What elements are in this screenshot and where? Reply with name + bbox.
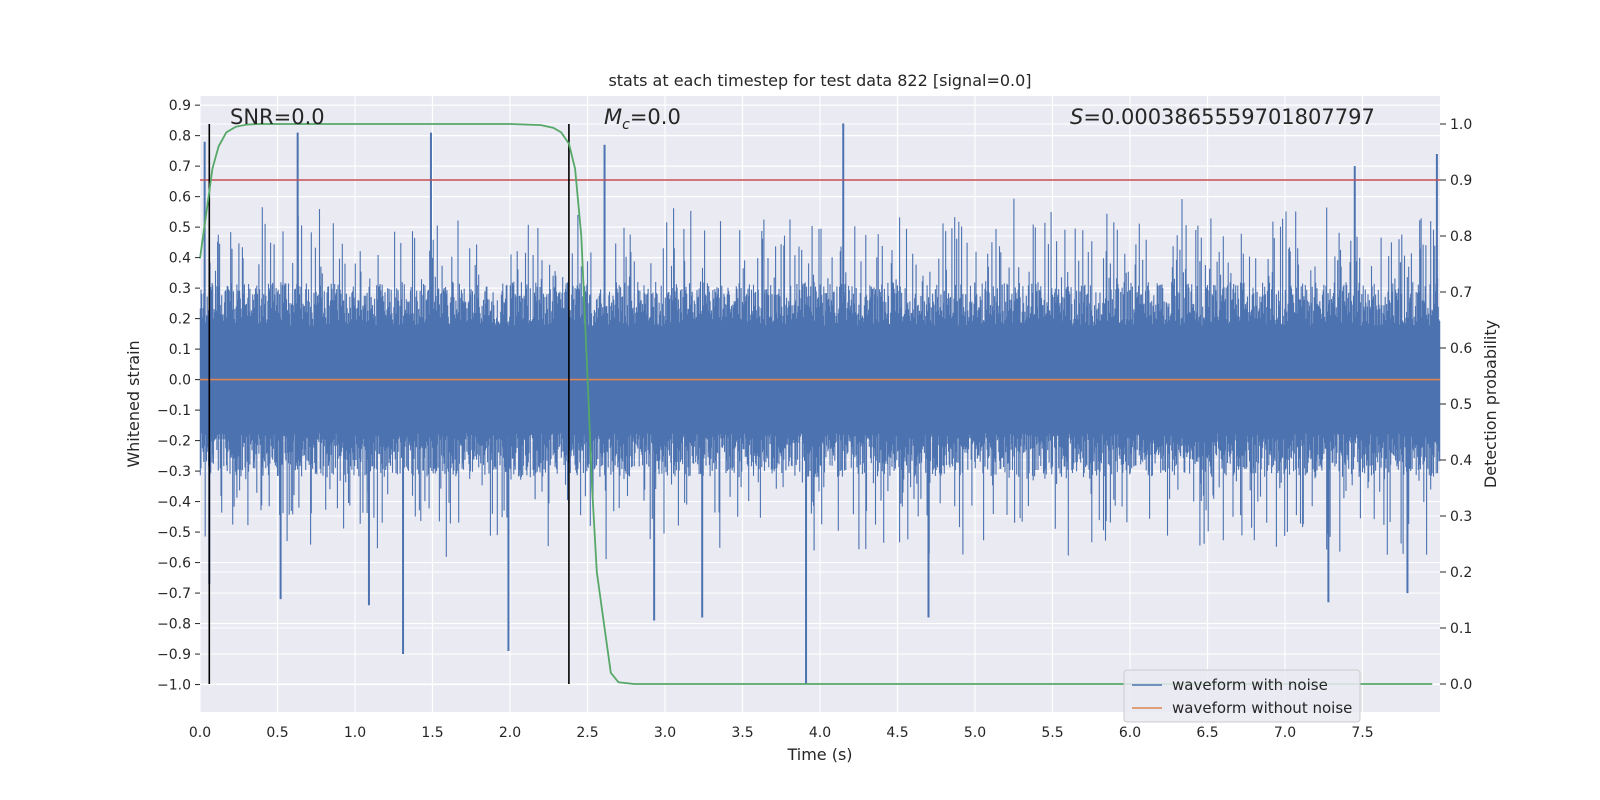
x-tick-label: 0.0 — [189, 725, 211, 741]
legend: waveform with noise waveform without noi… — [1123, 669, 1361, 723]
x-tick-label: 3.0 — [654, 725, 676, 741]
legend-box — [1123, 669, 1361, 723]
x-axis-label: Time (s) — [786, 745, 852, 764]
y-right-axis-label: Detection probability — [1481, 320, 1500, 488]
y-left-axis-ticks: 0.9 0.8 0.7 0.6 0.5 0.4 0.3 0.2 0.1 0.0 −0.1 −0.2 −0… — [157, 98, 200, 694]
y2-tick-label: 0.4 — [1450, 453, 1472, 469]
y-tick-label: −0.4 — [157, 495, 191, 511]
x-tick-label: 7.5 — [1351, 725, 1373, 741]
y2-tick-label: 0.9 — [1450, 173, 1472, 189]
y2-tick-label: 0.0 — [1450, 677, 1472, 693]
y-tick-label: −0.2 — [157, 434, 191, 450]
score-value: =0.0003865559701807797 — [1083, 105, 1375, 129]
x-tick-label: 4.0 — [809, 725, 831, 741]
y-left-axis-label: Whitened strain — [124, 340, 143, 467]
y-tick-label: 0.6 — [169, 190, 191, 206]
y-tick-label: −0.3 — [157, 464, 191, 480]
series-detection-probability — [199, 123, 1433, 685]
chirp-mass-value: =0.0 — [630, 105, 681, 129]
x-axis-ticks: 0.0 0.5 1.0 1.5 2.0 2.5 3.0 3.5 4.0 4.5 5.0 5.5 6.0 6… — [189, 725, 1374, 741]
y2-tick-label: 0.8 — [1450, 229, 1472, 245]
x-tick-label: 6.0 — [1119, 725, 1141, 741]
y-tick-label: 0.9 — [169, 98, 191, 114]
y-tick-label: 0.8 — [169, 129, 191, 145]
y-tick-label: 0.5 — [169, 220, 191, 236]
y2-tick-label: 0.2 — [1450, 565, 1472, 581]
y-tick-label: −0.6 — [157, 556, 191, 572]
score-symbol: S — [1070, 105, 1083, 129]
y-tick-label: −1.0 — [157, 678, 191, 694]
y-tick-label: −0.8 — [157, 617, 191, 633]
y2-tick-label: 0.5 — [1450, 397, 1472, 413]
x-tick-label: 1.0 — [344, 725, 366, 741]
legend-label-clean: waveform without noise — [1172, 699, 1352, 717]
snr-annotation: SNR=0.0 — [230, 105, 325, 129]
y-tick-label: −0.9 — [157, 647, 191, 663]
y-right-axis-ticks: 1.0 0.9 0.8 0.7 0.6 0.5 0.4 0.3 0.2 0.1 0.0 — [1440, 117, 1472, 693]
y2-tick-label: 0.7 — [1450, 285, 1472, 301]
chirp-mass-annotation: Mc=0.0 — [604, 105, 681, 133]
chirp-mass-symbol: M — [604, 105, 622, 129]
x-tick-label: 7.0 — [1274, 725, 1296, 741]
x-tick-label: 1.5 — [421, 725, 443, 741]
score-annotation: S=0.0003865559701807797 — [1070, 105, 1375, 129]
chirp-mass-subscript: c — [622, 117, 630, 133]
y-tick-label: 0.7 — [169, 159, 191, 175]
y-tick-label: 0.2 — [169, 312, 191, 328]
legend-label-noise: waveform with noise — [1172, 676, 1328, 694]
x-tick-label: 6.5 — [1196, 725, 1218, 741]
y-tick-label: 0.4 — [169, 251, 191, 267]
y-tick-label: 0.1 — [169, 342, 191, 358]
y2-tick-label: 0.6 — [1450, 341, 1472, 357]
x-tick-label: 2.0 — [499, 725, 521, 741]
y-tick-label: 0.3 — [169, 281, 191, 297]
y-tick-label: −0.7 — [157, 586, 191, 602]
y2-tick-label: 1.0 — [1450, 117, 1472, 133]
x-tick-label: 3.5 — [731, 725, 753, 741]
y2-tick-label: 0.1 — [1450, 621, 1472, 637]
chart-title: stats at each timestep for test data 822… — [608, 71, 1031, 90]
x-tick-label: 5.0 — [964, 725, 986, 741]
y-tick-label: 0.0 — [169, 373, 191, 389]
x-tick-label: 2.5 — [576, 725, 598, 741]
x-tick-label: 0.5 — [266, 725, 288, 741]
y2-tick-label: 0.3 — [1450, 509, 1472, 525]
x-tick-label: 4.5 — [886, 725, 908, 741]
y-tick-label: −0.1 — [157, 403, 191, 419]
detection-probability-line — [199, 123, 1433, 685]
marker-lines — [208, 124, 570, 684]
x-tick-label: 5.5 — [1041, 725, 1063, 741]
y-tick-label: −0.5 — [157, 525, 191, 541]
